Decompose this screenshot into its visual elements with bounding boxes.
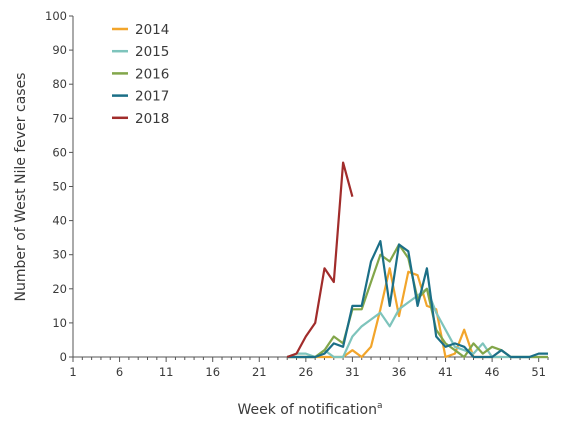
x-tick-label: 26 — [299, 365, 314, 379]
x-tick-label: 41 — [438, 365, 453, 379]
legend-label-2015: 2015 — [135, 44, 169, 60]
y-tick-label: 60 — [52, 145, 67, 159]
y-tick-label: 0 — [60, 350, 67, 364]
y-tick-label: 50 — [52, 180, 67, 194]
x-tick-label: 11 — [159, 365, 174, 379]
series-line-2014 — [287, 267, 502, 359]
x-tick-label: 21 — [252, 365, 267, 379]
y-tick-label: 40 — [52, 214, 67, 228]
x-axis-title-superscript: a — [377, 401, 383, 411]
series-line-2018 — [286, 161, 354, 359]
x-tick-label: 6 — [116, 365, 123, 379]
x-tick-label: 16 — [205, 365, 220, 379]
legend: 2014 2015 2016 2017 2018 — [112, 22, 169, 127]
x-axis-title: Week of notificationa — [238, 401, 383, 418]
x-tick-label: 46 — [485, 365, 500, 379]
y-tick-label: 100 — [45, 9, 67, 23]
x-tick-label: 51 — [531, 365, 546, 379]
y-tick-label: 80 — [52, 77, 67, 91]
series-line-2017 — [287, 240, 548, 359]
x-axis: 1 6 11 16 21 26 31 36 41 46 51 — [69, 356, 549, 379]
legend-label-2016: 2016 — [135, 66, 169, 82]
y-tick-label: 30 — [52, 248, 67, 262]
series-group — [286, 161, 548, 359]
x-tick-label: 1 — [69, 365, 76, 379]
x-tick-label: 31 — [345, 365, 360, 379]
legend-label-2017: 2017 — [135, 89, 169, 105]
legend-label-2018: 2018 — [135, 111, 169, 127]
y-tick-label: 90 — [52, 43, 67, 57]
y-tick-label: 20 — [52, 282, 67, 296]
x-tick-label: 36 — [392, 365, 407, 379]
y-tick-label: 10 — [52, 316, 67, 330]
legend-label-2014: 2014 — [135, 22, 169, 38]
y-axis: 0 10 20 30 40 50 60 70 80 90 100 — [45, 9, 74, 364]
y-axis-title: Number of West Nile fever cases — [13, 73, 29, 302]
y-tick-label: 70 — [52, 111, 67, 125]
x-axis-title-text: Week of notification — [238, 402, 377, 418]
